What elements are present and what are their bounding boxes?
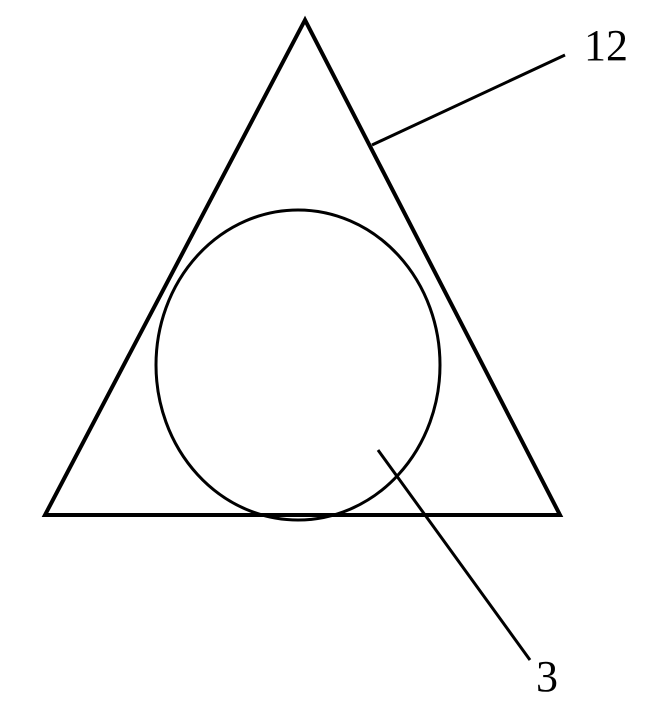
- diagram-container: 12 3: [0, 0, 668, 717]
- leader-line-3: [378, 450, 530, 660]
- inscribed-ellipse: [156, 210, 440, 520]
- label-3: 3: [536, 651, 558, 702]
- leader-line-12: [372, 55, 565, 145]
- diagram-svg: [0, 0, 668, 717]
- label-12: 12: [584, 20, 628, 71]
